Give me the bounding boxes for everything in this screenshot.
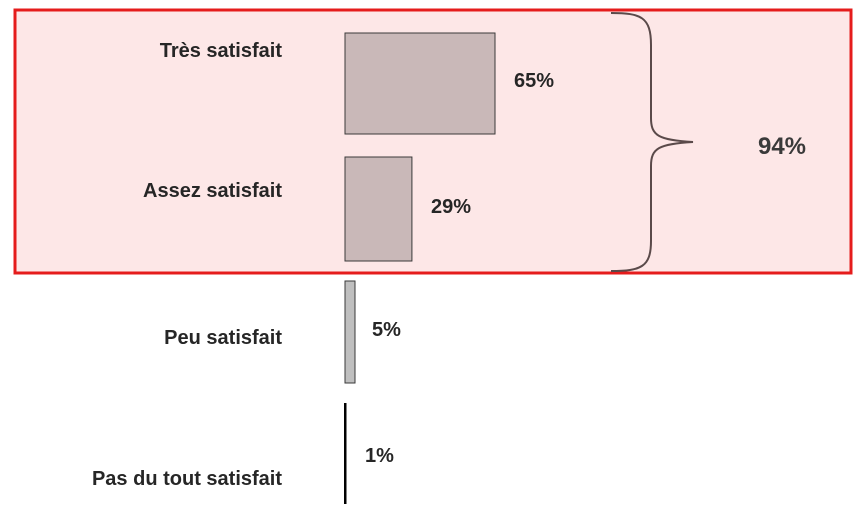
group-brace bbox=[610, 12, 694, 272]
value-label-pas-du-tout-satisfait: 1% bbox=[365, 445, 394, 467]
category-label-tres-satisfait: Très satisfait bbox=[160, 40, 283, 62]
value-label-assez-satisfait: 29% bbox=[431, 196, 471, 218]
category-label-pas-du-tout-satisfait: Pas du tout satisfait bbox=[92, 468, 282, 490]
group-total-label: 94% bbox=[758, 133, 806, 160]
category-label-assez-satisfait: Assez satisfait bbox=[143, 180, 282, 202]
chart-marks: Très satisfait 65% Assez satisfait 29% Peu s… bbox=[92, 32, 554, 504]
value-label-peu-satisfait: 5% bbox=[372, 319, 401, 341]
bar-peu-satisfait bbox=[344, 280, 356, 384]
value-label-tres-satisfait: 65% bbox=[514, 70, 554, 92]
bar-tres-satisfait bbox=[344, 32, 496, 135]
category-label-peu-satisfait: Peu satisfait bbox=[164, 327, 282, 349]
bar-assez-satisfait bbox=[344, 156, 413, 262]
bar-pas-du-tout-satisfait bbox=[344, 403, 347, 504]
